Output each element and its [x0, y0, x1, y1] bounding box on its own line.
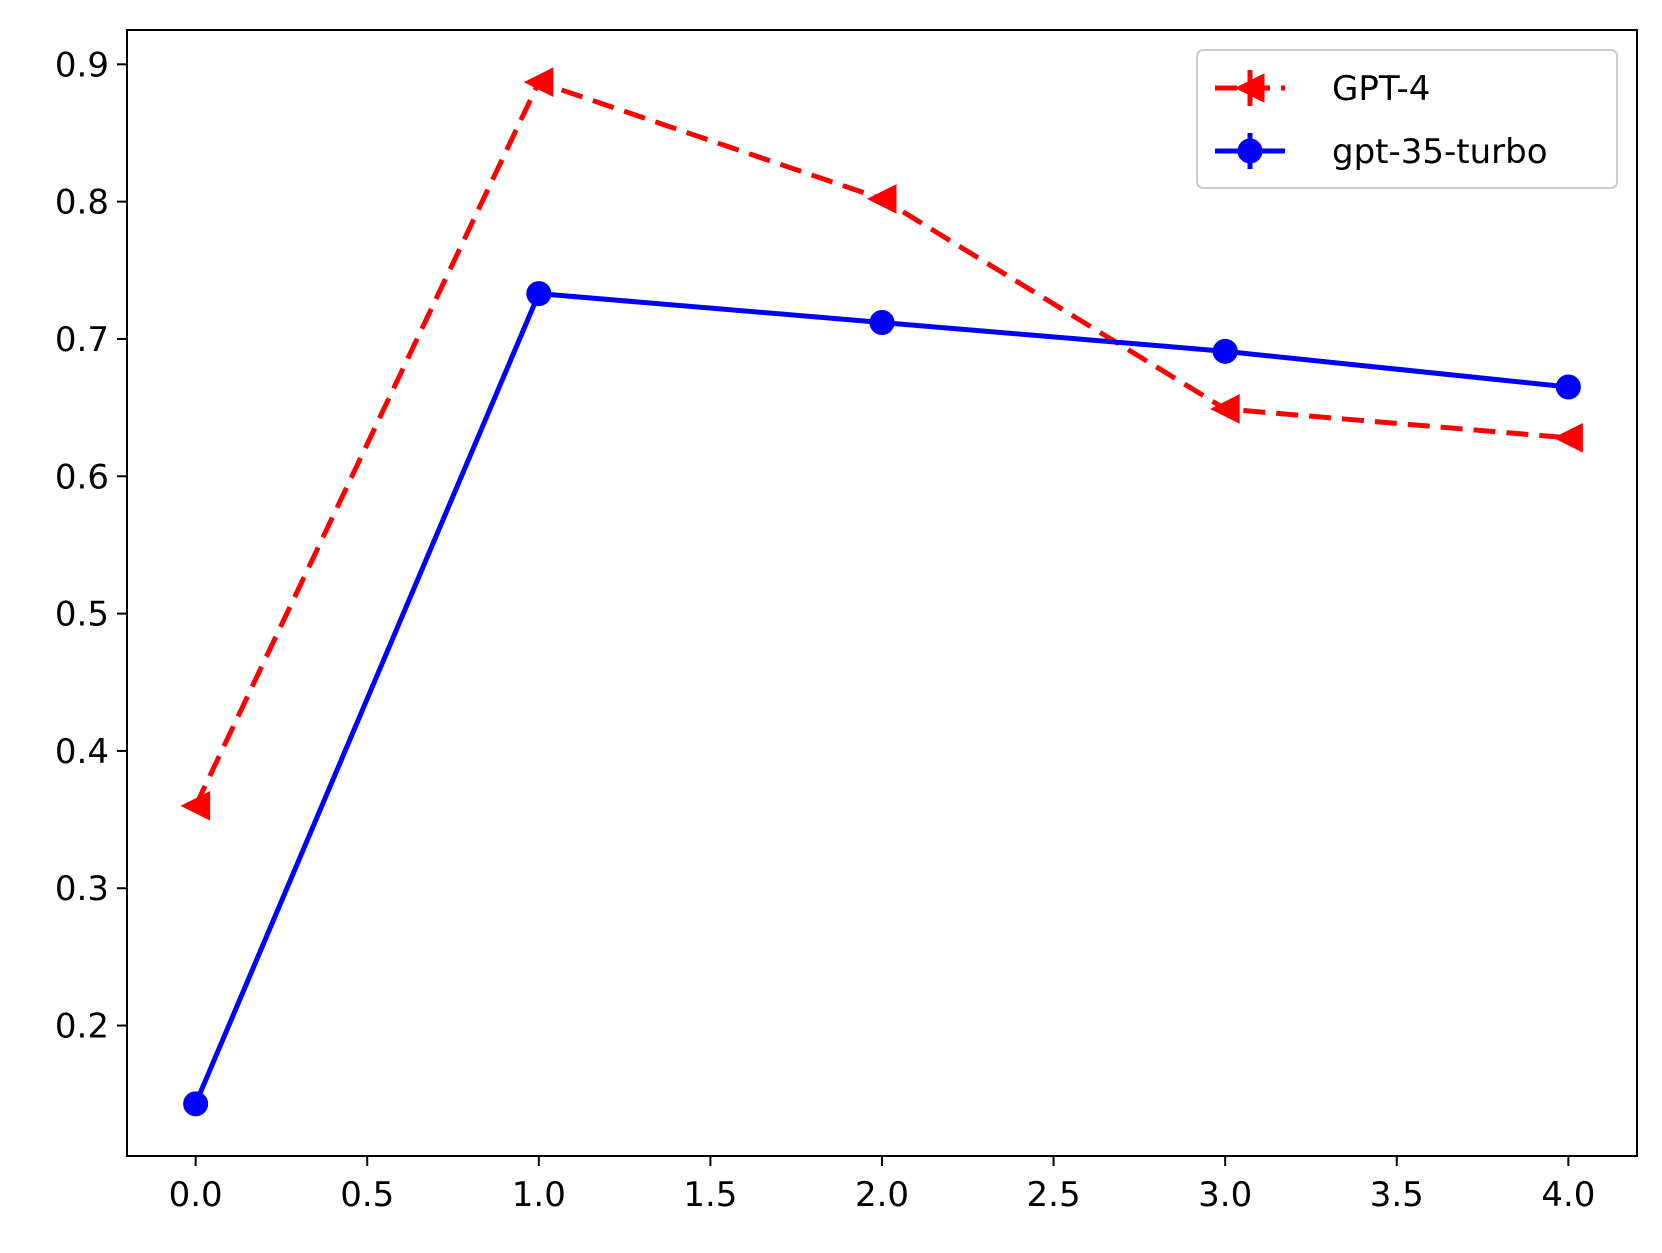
data-point-gpt-4 — [523, 67, 554, 97]
legend-marker-gpt-35-turbo — [1237, 138, 1263, 164]
data-point-gpt-4 — [1210, 394, 1240, 424]
y-tick-label: 0.9 — [55, 45, 109, 85]
x-tick-label: 0.5 — [340, 1175, 394, 1215]
plot-frame — [126, 29, 1638, 1157]
y-tick-label: 0.4 — [55, 732, 109, 772]
data-point-gpt-35-turbo — [1212, 338, 1238, 364]
data-point-gpt-4 — [1553, 423, 1583, 453]
x-tick-label: 2.5 — [1027, 1175, 1081, 1215]
data-point-gpt-35-turbo — [526, 281, 552, 307]
x-tick-label: 3.0 — [1198, 1175, 1252, 1215]
x-tick-label: 2.0 — [855, 1175, 909, 1215]
y-axis: 0.2 0.3 0.4 0.5 0.6 0.7 0.8 0.9 — [55, 45, 127, 1047]
data-point-gpt-4 — [180, 791, 211, 821]
data-point-gpt-4 — [866, 184, 897, 214]
x-tick-label: 0.0 — [169, 1175, 223, 1215]
y-tick-label: 0.6 — [55, 457, 109, 497]
plot-series — [180, 67, 1583, 1117]
y-tick-label: 0.7 — [55, 320, 109, 360]
legend-box — [1196, 49, 1618, 189]
data-point-gpt-35-turbo — [869, 309, 895, 335]
legend: GPT-4 gpt-35-turbo — [1196, 49, 1618, 189]
data-point-gpt-35-turbo — [1555, 374, 1581, 400]
x-tick-label: 1.5 — [683, 1175, 737, 1215]
x-tick-label: 4.0 — [1541, 1175, 1595, 1215]
legend-label-gpt-4: GPT-4 — [1332, 69, 1430, 109]
data-point-gpt-35-turbo — [183, 1091, 209, 1117]
y-tick-label: 0.3 — [55, 869, 109, 909]
y-tick-label: 0.5 — [55, 595, 109, 635]
y-tick-label: 0.8 — [55, 183, 109, 223]
x-axis: 0.0 0.5 1.0 1.5 2.0 2.5 3.0 3.5 4.0 — [169, 1156, 1595, 1215]
x-tick-label: 1.0 — [512, 1175, 566, 1215]
legend-marker-gpt-4 — [1234, 73, 1265, 103]
y-tick-label: 0.2 — [55, 1007, 109, 1047]
x-tick-label: 3.5 — [1370, 1175, 1424, 1215]
legend-label-gpt-35-turbo: gpt-35-turbo — [1332, 132, 1548, 172]
